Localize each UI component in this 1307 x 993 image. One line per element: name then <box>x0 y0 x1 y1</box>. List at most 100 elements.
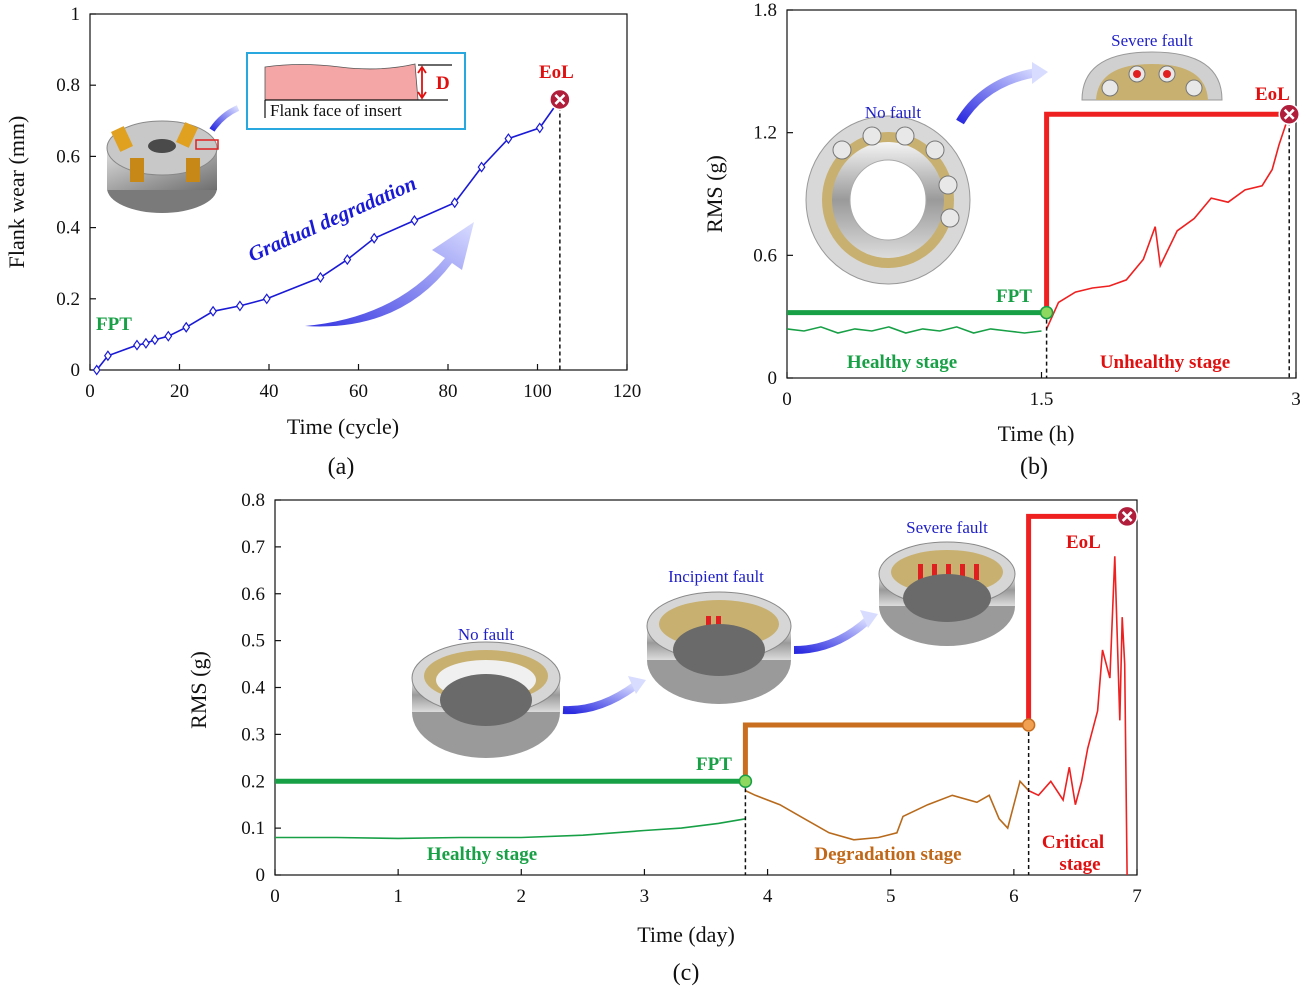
eol-label-b: EoL <box>1255 84 1290 105</box>
flank-wear-point <box>209 305 217 317</box>
critical-stage-label-c-line2: stage <box>1059 854 1100 875</box>
eol-marker-b-cross <box>1283 108 1295 120</box>
severe-fault-label-b: Severe fault <box>1111 31 1193 50</box>
x-tick-label-a: 100 <box>523 381 552 402</box>
fpt-marker-c <box>738 774 753 788</box>
inset-caption: Flank face of insert <box>270 101 402 120</box>
degradation-indicator-c <box>742 722 1029 782</box>
flank-wear-point <box>133 339 141 351</box>
x-tick-label-a: 20 <box>170 381 189 402</box>
y-tick-label-b: 1.8 <box>753 0 777 21</box>
no-fault-label-c: No fault <box>458 625 514 644</box>
flank-wear-point <box>92 364 101 376</box>
flank-wear-point <box>450 197 459 209</box>
roller-severe-fault-illustration <box>878 541 1016 646</box>
unhealthy-rms-line-b <box>1045 114 1290 330</box>
fault-arrow-b <box>956 67 1041 125</box>
y-tick-label-c: 0.8 <box>241 490 265 511</box>
healthy-rms-line-b <box>786 326 1042 334</box>
eol-label-a: EoL <box>539 62 574 83</box>
x-tick-label-a: 60 <box>349 381 368 402</box>
eol-marker-a-cross <box>554 94 566 105</box>
flank-wear-point <box>504 133 513 145</box>
x-tick-label-c: 5 <box>886 886 896 907</box>
fault-arrowhead-b <box>1032 62 1048 84</box>
x-tick-label-c: 1 <box>393 886 403 907</box>
y-tick-label-c: 0.5 <box>241 631 265 652</box>
trend-arrow-a <box>305 222 474 327</box>
flank-wear-point <box>182 321 191 333</box>
healthy-stage-label-c: Healthy stage <box>427 844 537 865</box>
series-b <box>786 111 1290 334</box>
no-fault-label-b: No fault <box>865 103 921 122</box>
fpt-label-a: FPT <box>96 314 132 335</box>
critical-rms-line-c <box>1028 556 1128 876</box>
x-tick-label-a: 80 <box>439 381 458 402</box>
y-tick-label-c: 0.6 <box>241 584 265 605</box>
severe-fault-label-c: Severe fault <box>906 518 988 537</box>
flank-inset: D Flank face of insert <box>246 52 466 130</box>
panel-b: 0 1.5 3 0 0.6 1.2 1.8 No fault <box>702 0 1301 480</box>
eol-label-c: EoL <box>1066 532 1101 553</box>
y-tick-label-a: 0.2 <box>56 289 80 310</box>
axis-ticks-c: 0 1 2 3 4 5 6 7 0 0.1 0.2 0.3 0.4 0.5 0.6 0.7 0.8 <box>241 490 1142 907</box>
y-tick-label-a: 0 <box>71 360 81 381</box>
x-tick-label-c: 4 <box>763 886 773 907</box>
critical-stage-label-c-line1: Critical <box>1042 832 1104 853</box>
panel-label-b: (b) <box>1020 454 1048 480</box>
axis-ticks-b: 0 1.5 3 0 0.6 1.2 1.8 <box>753 0 1301 410</box>
y-axis-label-a: Flank wear (mm) <box>4 116 29 269</box>
bearing-no-fault-illustration <box>805 115 971 285</box>
x-tick-label-a: 40 <box>260 381 279 402</box>
flank-wear-point <box>262 293 271 305</box>
fpt-label-b: FPT <box>996 286 1032 307</box>
x-axis-label-c: Time (day) <box>637 922 735 947</box>
flank-wear-point <box>142 337 150 349</box>
arrow-c2 <box>793 617 871 654</box>
marks-c <box>738 505 1138 875</box>
zoom-arrow-a <box>209 105 240 132</box>
healthy-stage-label-b: Healthy stage <box>847 352 957 373</box>
axis-ticks-a: 0 20 40 60 80 100 120 0 0.2 0.4 0.6 0.8 1 <box>56 4 641 402</box>
series-c <box>275 513 1128 876</box>
y-tick-label-c: 0.3 <box>241 724 265 745</box>
y-tick-label-b: 0 <box>768 368 778 389</box>
fpt-marker-b <box>1039 305 1054 320</box>
flank-wear-point <box>477 161 486 173</box>
x-tick-label-c: 0 <box>270 886 280 907</box>
fpt-label-c: FPT <box>696 754 732 775</box>
x-tick-label-b: 1.5 <box>1030 389 1054 410</box>
incipient-fault-label-c: Incipient fault <box>668 567 764 586</box>
x-tick-label-a: 120 <box>613 381 642 402</box>
x-tick-label-b: 0 <box>782 389 792 410</box>
panel-label-c: (c) <box>673 960 700 986</box>
eol-marker-c-cross <box>1121 510 1133 522</box>
x-tick-label-c: 2 <box>517 886 527 907</box>
flank-wear-point <box>316 271 325 283</box>
y-tick-label-a: 0.8 <box>56 75 80 96</box>
x-axis-label-b: Time (h) <box>998 421 1075 446</box>
degradation-stage-label-c: Degradation stage <box>814 844 961 865</box>
roller-incipient-fault-illustration <box>646 591 792 704</box>
flank-wear-point <box>103 350 112 362</box>
x-tick-label-a: 0 <box>85 381 95 402</box>
y-axis-label-b: RMS (g) <box>702 155 727 233</box>
y-tick-label-c: 0.4 <box>241 678 265 699</box>
y-tick-label-c: 0.7 <box>241 537 265 558</box>
panel-label-a: (a) <box>328 454 355 480</box>
x-tick-label-c: 6 <box>1009 886 1019 907</box>
x-tick-label-b: 3 <box>1291 389 1301 410</box>
x-tick-label-c: 3 <box>640 886 650 907</box>
bearing-severe-fault-illustration <box>1081 51 1223 101</box>
stage-marker-c <box>1021 718 1036 732</box>
y-tick-label-a: 0.6 <box>56 146 80 167</box>
y-tick-label-a: 1 <box>71 4 81 25</box>
marks-a <box>549 88 571 370</box>
arrowhead-c2 <box>860 610 878 628</box>
unhealthy-indicator-b <box>1044 111 1290 313</box>
y-tick-label-c: 0 <box>256 865 266 886</box>
gradual-degradation-label: Gradual degradation <box>244 171 420 267</box>
y-tick-label-c: 0.2 <box>241 771 265 792</box>
y-axis-label-c: RMS (g) <box>186 651 211 729</box>
y-tick-label-a: 0.4 <box>56 218 80 239</box>
